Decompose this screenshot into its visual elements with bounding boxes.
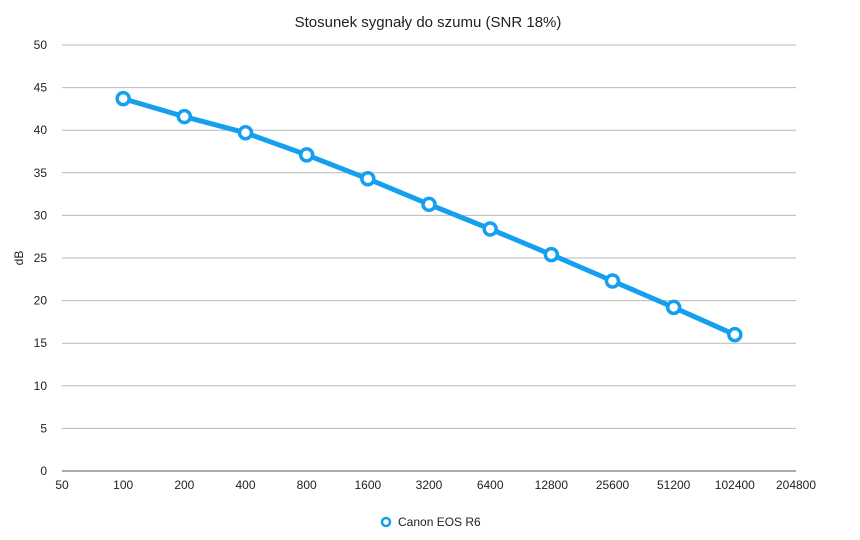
x-tick-label: 102400 [715, 478, 755, 492]
data-point [115, 90, 131, 107]
legend: Canon EOS R6 [380, 515, 481, 529]
x-tick-label: 1600 [354, 478, 381, 492]
series-layer [115, 90, 743, 343]
x-tick-label: 12800 [535, 478, 569, 492]
x-tick-label: 204800 [776, 478, 816, 492]
data-point [665, 299, 682, 316]
series-line [120, 96, 738, 338]
x-tick-label: 100 [113, 478, 133, 492]
data-point [298, 147, 315, 163]
grid-lines [62, 44, 796, 472]
x-tick-label: 6400 [477, 478, 504, 492]
chart-title: Stosunek sygnały do szumu (SNR 18%) [295, 14, 562, 31]
legend-marker-icon [380, 516, 392, 528]
y-tick-label: 50 [34, 38, 48, 52]
x-tick-label: 800 [297, 478, 317, 492]
y-tick-label: 30 [34, 208, 48, 222]
x-tick-label: 400 [235, 478, 255, 492]
x-tick-labels: 50 100 200 400 800 1600 3200 6400 12800 25600 5120… [55, 478, 816, 492]
y-tick-labels: 0 5 10 15 20 25 30 35 40 45 50 [34, 38, 48, 478]
x-tick-label: 3200 [416, 478, 443, 492]
y-tick-label: 40 [34, 123, 48, 137]
y-tick-label: 35 [34, 166, 48, 180]
data-point [176, 108, 193, 125]
x-tick-label: 50 [55, 478, 69, 492]
data-point [604, 273, 621, 289]
y-tick-label: 45 [34, 81, 48, 95]
data-point [727, 326, 743, 343]
data-point [482, 221, 498, 237]
legend-label: Canon EOS R6 [398, 515, 481, 529]
y-tick-label: 25 [34, 251, 48, 265]
y-axis-label: dB [12, 251, 26, 266]
y-tick-label: 10 [34, 379, 48, 393]
data-point [360, 171, 376, 187]
y-tick-label: 20 [34, 294, 48, 308]
y-tick-label: 5 [40, 421, 47, 435]
y-tick-label: 0 [40, 464, 47, 478]
data-point [421, 196, 437, 213]
x-tick-label: 25600 [596, 478, 630, 492]
data-point [543, 246, 560, 263]
y-tick-label: 15 [34, 336, 48, 350]
data-point [237, 125, 254, 141]
x-tick-label: 200 [174, 478, 194, 492]
x-tick-label: 51200 [657, 478, 691, 492]
